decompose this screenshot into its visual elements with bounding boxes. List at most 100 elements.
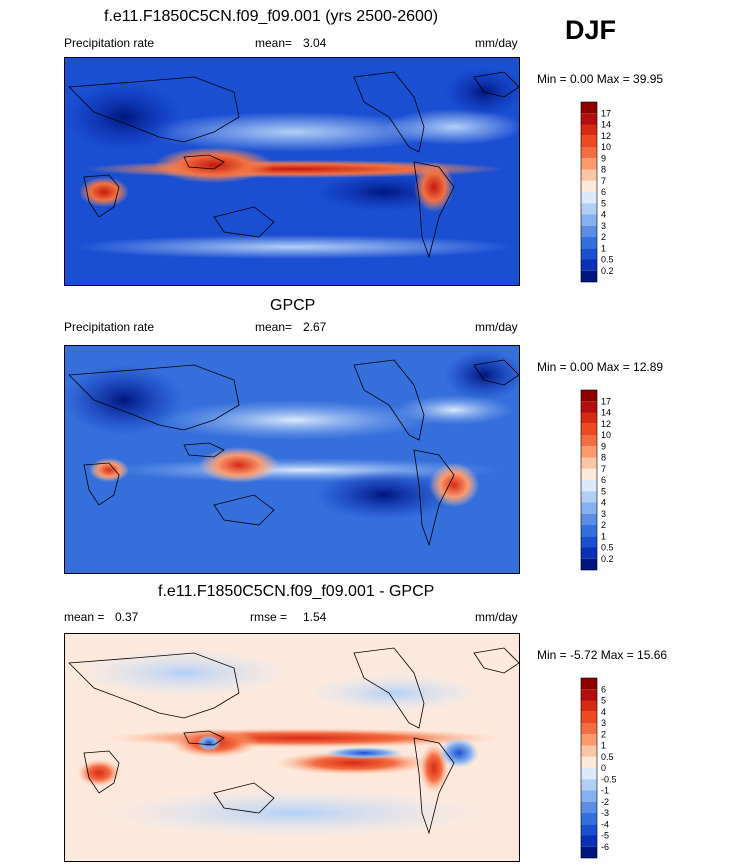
- colorbar-swatch: [581, 824, 597, 836]
- colorbar-tick-label: 0.2: [601, 266, 614, 276]
- colorbar-tick-label: -2: [601, 797, 609, 807]
- colorbar-swatch: [581, 547, 597, 559]
- panel3-rmse-label: rmse =: [250, 610, 288, 624]
- colorbar-tick-label: 3: [601, 221, 606, 231]
- colorbar-tick-label: 12: [601, 131, 611, 141]
- colorbar-tick-label: 2: [601, 520, 606, 530]
- colorbar-tick-label: 0: [601, 763, 606, 773]
- panel2-title: GPCP: [270, 297, 316, 314]
- colorbar-tick-label: 12: [601, 419, 611, 429]
- panel2-mean-label: mean=: [255, 320, 293, 334]
- colorbar-frame: [580, 677, 598, 859]
- colorbar-swatch: [581, 678, 597, 690]
- panel1-mean-label: mean=: [255, 36, 293, 50]
- colorbar-swatch: [581, 113, 597, 125]
- colorbar-swatch: [581, 468, 597, 480]
- colorbar-tick-label: 10: [601, 430, 611, 440]
- colorbar-tick-label: 17: [601, 396, 611, 406]
- colorbar-frame: [580, 101, 598, 283]
- colorbar-tick-label: 6: [601, 684, 606, 694]
- colorbar-tick-label: -4: [601, 819, 609, 829]
- colorbar-tick-label: 4: [601, 210, 606, 220]
- colorbar-tick-label: 0.5: [601, 543, 614, 553]
- colorbar-tick-label: 7: [601, 176, 606, 186]
- colorbar-tick-label: 0.5: [601, 752, 614, 762]
- panel2-mean-value: 2.67: [303, 320, 327, 334]
- colorbar-swatch: [581, 491, 597, 503]
- colorbar-tick-label: 1: [601, 741, 606, 751]
- colorbar-swatch: [581, 745, 597, 757]
- colorbar-tick-label: 9: [601, 153, 606, 163]
- colorbar-tick-label: 17: [601, 108, 611, 118]
- colorbar-swatch: [581, 270, 597, 282]
- panel3-rmse-value: 1.54: [303, 610, 327, 624]
- colorbar-swatch: [581, 423, 597, 435]
- colorbar-swatch: [581, 558, 597, 570]
- colorbar-tick-label: 4: [601, 498, 606, 508]
- colorbar-tick-label: 1: [601, 531, 606, 541]
- colorbar-tick-label: -3: [601, 808, 609, 818]
- colorbar-tick-label: 2: [601, 729, 606, 739]
- colorbar-swatch: [581, 124, 597, 136]
- colorbar-swatch: [581, 203, 597, 215]
- panel1-units: mm/day: [475, 36, 518, 50]
- panel1-minmax: Min = 0.00 Max = 39.95: [537, 72, 664, 86]
- panel1-precip-map: [64, 57, 520, 286]
- colorbar-swatch: [581, 689, 597, 701]
- colorbar-swatch: [581, 147, 597, 159]
- colorbar-swatch: [581, 237, 597, 249]
- colorbar-swatch: [581, 525, 597, 537]
- panel2-precip-map: [64, 345, 520, 574]
- colorbar-swatch: [581, 169, 597, 181]
- colorbar-tick-label: 5: [601, 696, 606, 706]
- colorbar-swatch: [581, 390, 597, 402]
- colorbar-swatch: [581, 401, 597, 413]
- colorbar-tick-label: -0.5: [601, 774, 617, 784]
- colorbar-tick-label: 3: [601, 509, 606, 519]
- colorbar-swatch: [581, 248, 597, 260]
- colorbar-swatch: [581, 435, 597, 447]
- colorbar-tick-label: 6: [601, 187, 606, 197]
- panel2-variable-label: Precipitation rate: [64, 320, 155, 334]
- panel1-title: f.e11.F1850C5CN.f09_f09.001 (yrs 2500-26…: [104, 8, 439, 25]
- colorbar-swatch: [581, 412, 597, 424]
- colorbar-swatch: [581, 502, 597, 514]
- colorbar-swatch: [581, 756, 597, 768]
- colorbar-swatch: [581, 768, 597, 780]
- colorbar-swatch: [581, 813, 597, 825]
- panel2-minmax: Min = 0.00 Max = 12.89: [537, 360, 664, 374]
- colorbar-swatch: [581, 723, 597, 735]
- colorbar-swatch: [581, 457, 597, 469]
- colorbar-swatch: [581, 480, 597, 492]
- colorbar-frame: [580, 389, 598, 571]
- colorbar-swatch: [581, 102, 597, 114]
- colorbar-tick-label: 5: [601, 198, 606, 208]
- colorbar-tick-label: 1: [601, 243, 606, 253]
- colorbar-tick-label: 0.2: [601, 554, 614, 564]
- colorbar-swatch: [581, 801, 597, 813]
- colorbar-swatch: [581, 446, 597, 458]
- colorbar-swatch: [581, 711, 597, 723]
- colorbar-swatch: [581, 835, 597, 847]
- colorbar-swatch: [581, 225, 597, 237]
- colorbar-tick-label: 0.5: [601, 255, 614, 265]
- colorbar-swatch: [581, 846, 597, 858]
- colorbar-swatch: [581, 734, 597, 746]
- colorbar-tick-label: 8: [601, 165, 606, 175]
- panel1-variable-label: Precipitation rate: [64, 36, 155, 50]
- panel1-mean-value: 3.04: [303, 36, 327, 50]
- colorbar-swatch: [581, 779, 597, 791]
- colorbar-tick-label: 10: [601, 142, 611, 152]
- colorbar-swatch: [581, 513, 597, 525]
- colorbar-swatch: [581, 790, 597, 802]
- colorbar-swatch: [581, 192, 597, 204]
- colorbar-tick-label: 2: [601, 232, 606, 242]
- panel3-title: f.e11.F1850C5CN.f09_f09.001 - GPCP: [158, 583, 435, 600]
- colorbar-tick-label: 4: [601, 707, 606, 717]
- panel3-mean-value: 0.37: [115, 610, 139, 624]
- colorbar-tick-label: 8: [601, 453, 606, 463]
- panel2-units: mm/day: [475, 320, 518, 334]
- colorbar-swatch: [581, 135, 597, 147]
